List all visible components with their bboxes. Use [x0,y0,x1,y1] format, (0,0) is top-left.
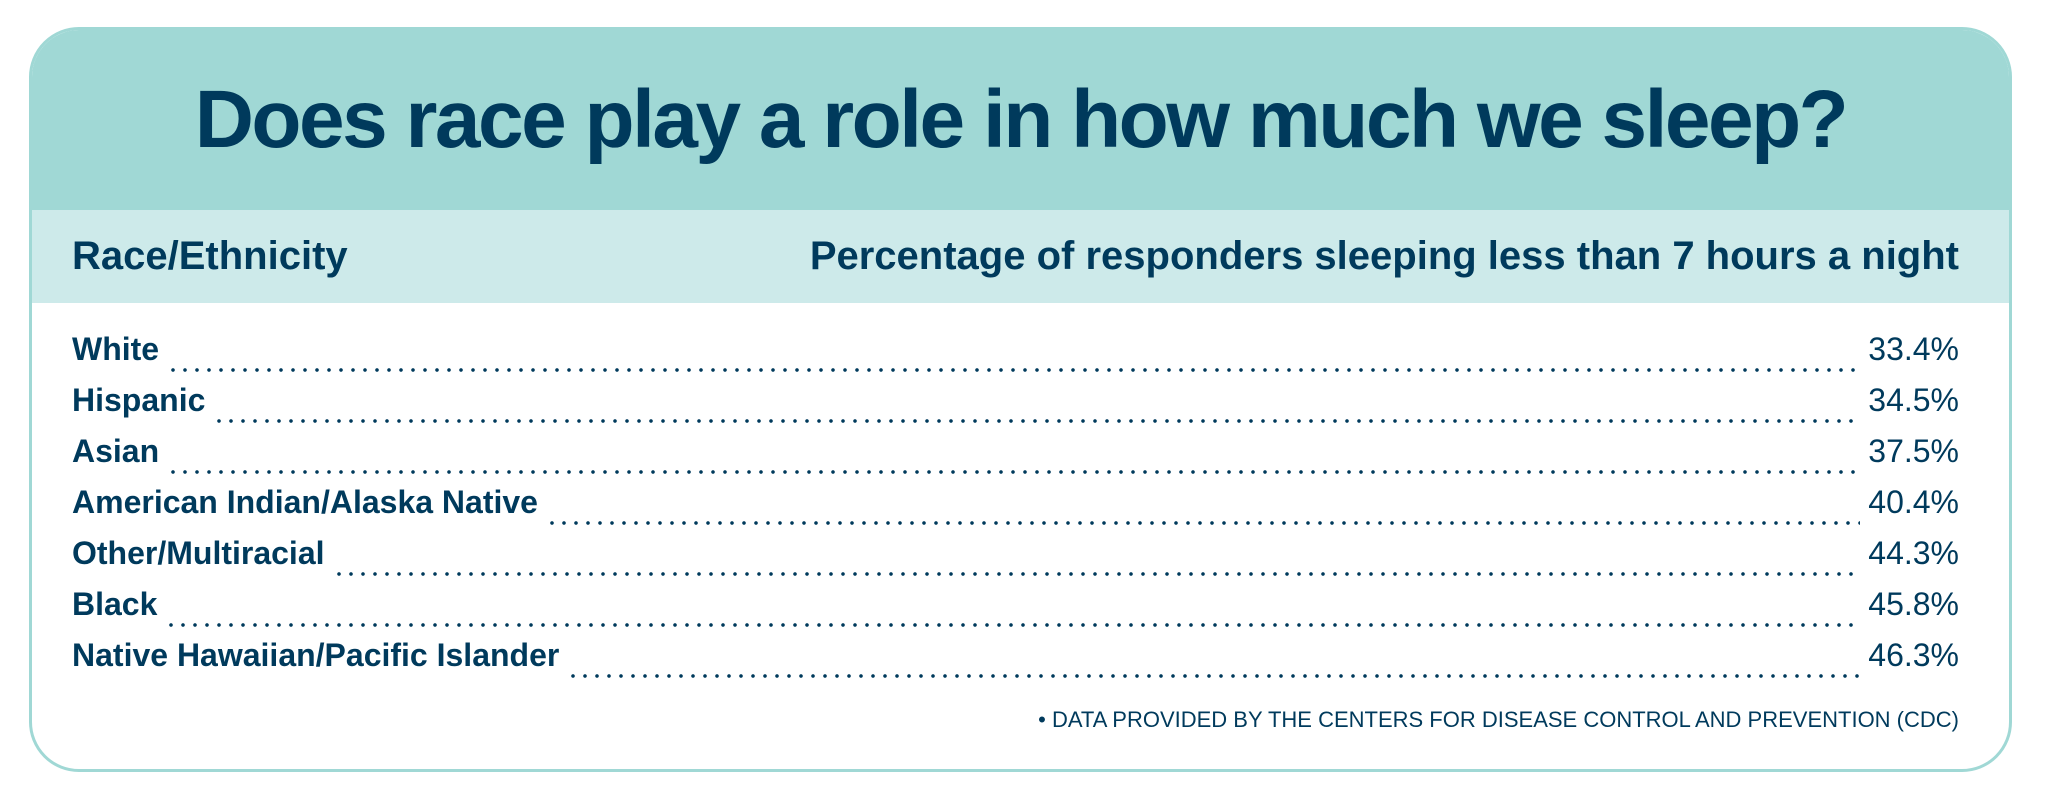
table-row: Other/Multiracial 44.3% [72,535,1959,586]
row-label: Black [72,586,158,622]
row-label: Hispanic [72,382,206,418]
sleep-table-card: Does race play a role in how much we sle… [29,27,2012,772]
row-value: 33.4% [1868,331,1959,367]
column-header-percentage: Percentage of responders sleeping less t… [809,234,1959,278]
dot-leader [167,368,1861,372]
table-row: Black 45.8% [72,586,1959,637]
dot-leader [167,470,1861,474]
dot-leader [213,419,1861,423]
dot-leader [545,521,1861,525]
table-row: White 33.4% [72,331,1959,382]
row-label: American Indian/Alaska Native [72,484,538,520]
footnote: • DATA PROVIDED BY THE CENTERS FOR DISEA… [1038,707,1959,732]
table-body: White 33.4% Hispanic 34.5% Asian 37.5% Amer… [32,303,2009,688]
row-value: 34.5% [1868,382,1959,418]
row-label: Other/Multiracial [72,535,325,571]
row-label: White [72,331,160,367]
page-title: Does race play a role in how much we sle… [194,74,1849,165]
title-band: Does race play a role in how much we sle… [32,30,2009,210]
table-row: Asian 37.5% [72,433,1959,484]
column-header: Race/Ethnicity Percentage of responders … [32,210,2009,303]
row-value: 44.3% [1868,535,1959,571]
dot-leader [567,674,1861,678]
column-header-race: Race/Ethnicity [72,234,348,278]
table-row: American Indian/Alaska Native 40.4% [72,484,1959,535]
table-row: Native Hawaiian/Pacific Islander 46.3% [72,637,1959,688]
row-value: 45.8% [1868,586,1959,622]
dot-leader [165,623,1861,627]
table-row: Hispanic 34.5% [72,382,1959,433]
row-label: Asian [72,433,160,469]
row-label: Native Hawaiian/Pacific Islander [72,637,560,673]
dot-leader [332,572,1861,576]
row-value: 37.5% [1868,433,1959,469]
row-value: 46.3% [1868,637,1959,673]
row-value: 40.4% [1868,484,1959,520]
